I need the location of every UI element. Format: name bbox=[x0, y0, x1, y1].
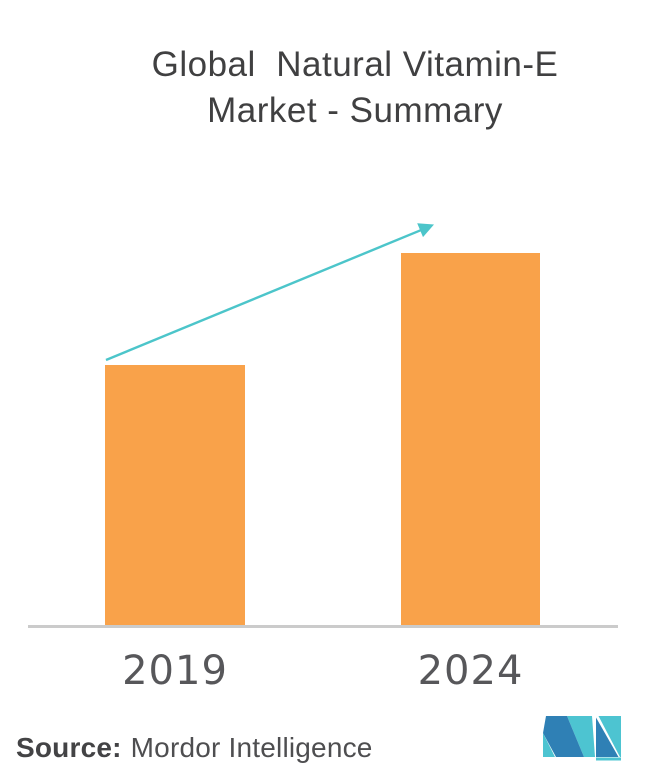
logo-i-teal-base-strip bbox=[596, 757, 621, 761]
x-axis-line bbox=[28, 625, 618, 628]
bar-2024 bbox=[401, 253, 540, 627]
trend-arrow-head bbox=[417, 223, 434, 238]
logo-i-blue-triangle bbox=[596, 717, 619, 757]
mordor-intelligence-logo-icon bbox=[543, 716, 621, 761]
chart-title-line-2: Market - Summary bbox=[207, 91, 503, 130]
source-value: Mordor Intelligence bbox=[130, 732, 373, 763]
chart-title-line-1: Global Natural Vitamin-E bbox=[151, 45, 559, 84]
logo-i-teal-triangle bbox=[598, 716, 621, 757]
x-tick-2019: 2019 bbox=[122, 648, 228, 694]
trend-arrow-line bbox=[105, 229, 421, 362]
source-attribution: Source: Mordor Intelligence bbox=[16, 728, 373, 768]
logo-m-teal-band bbox=[567, 716, 595, 757]
x-tick-2024: 2024 bbox=[417, 648, 524, 694]
source-label: Source: bbox=[16, 732, 122, 763]
bar-2019 bbox=[105, 365, 245, 627]
chart-title: Global Natural Vitamin-E Market - Summar… bbox=[26, 42, 658, 134]
logo-m-blue-band bbox=[543, 716, 584, 757]
logo-m-teal-left-triangle bbox=[543, 733, 555, 757]
